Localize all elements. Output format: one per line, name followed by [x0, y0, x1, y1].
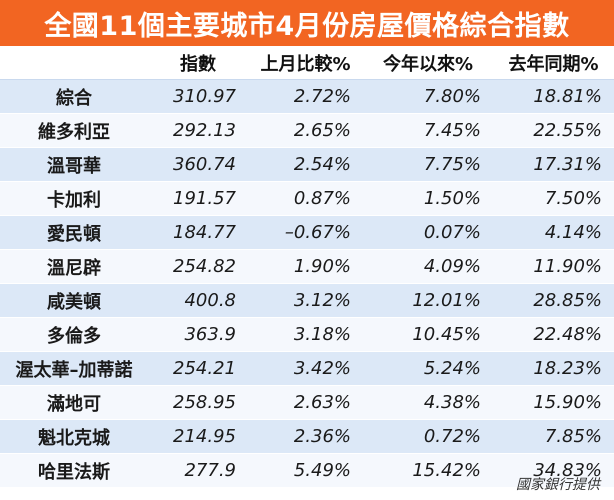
price-index-table: 指數 上月比較% 今年以來% 去年同期% 綜合 310.97 2.72% 7.8…	[0, 46, 614, 488]
header-yoy: 去年同期%	[493, 46, 614, 80]
city-name: 卡加利	[0, 181, 148, 216]
index-value: 254.82	[148, 249, 248, 284]
header-ytd: 今年以來%	[363, 46, 493, 80]
ytd-change: 7.80%	[363, 79, 493, 114]
mom-change: 2.54%	[248, 147, 363, 182]
table-row: 溫尼辟 254.82 1.90% 4.09% 11.90%	[0, 249, 614, 284]
index-value: 400.8	[148, 283, 248, 318]
table-row: 哈里法斯 277.9 5.49% 15.42% 34.83%	[0, 453, 614, 488]
index-value: 310.97	[148, 79, 248, 114]
mom-change: 2.36%	[248, 419, 363, 454]
header-mom: 上月比較%	[248, 46, 363, 80]
table-row: 溫哥華 360.74 2.54% 7.75% 17.31%	[0, 147, 614, 182]
mom-change: 2.72%	[248, 79, 363, 114]
mom-change: 2.65%	[248, 113, 363, 148]
table-row: 綜合 310.97 2.72% 7.80% 18.81%	[0, 79, 614, 114]
index-value: 184.77	[148, 215, 248, 250]
index-value: 258.95	[148, 385, 248, 420]
header-row: 指數 上月比較% 今年以來% 去年同期%	[0, 46, 614, 80]
yoy-change: 18.23%	[493, 351, 614, 386]
city-name: 哈里法斯	[0, 453, 148, 488]
ytd-change: 15.42%	[363, 453, 493, 488]
yoy-change: 18.81%	[493, 79, 614, 114]
mom-change: 3.12%	[248, 283, 363, 318]
city-name: 渥太華–加蒂諾	[0, 351, 148, 386]
yoy-change: 28.85%	[493, 283, 614, 318]
index-value: 363.9	[148, 317, 248, 352]
ytd-change: 4.09%	[363, 249, 493, 284]
table-row: 魁北克城 214.95 2.36% 0.72% 7.85%	[0, 419, 614, 454]
ytd-change: 7.45%	[363, 113, 493, 148]
yoy-change: 7.50%	[493, 181, 614, 216]
yoy-change: 17.31%	[493, 147, 614, 182]
ytd-change: 12.01%	[363, 283, 493, 318]
yoy-change: 34.83%	[493, 453, 614, 488]
city-name: 魁北克城	[0, 419, 148, 454]
title-bar: 全國11個主要城市4月份房屋價格綜合指數	[0, 0, 614, 46]
ytd-change: 0.72%	[363, 419, 493, 454]
ytd-change: 10.45%	[363, 317, 493, 352]
city-name: 咸美頓	[0, 283, 148, 318]
yoy-change: 4.14%	[493, 215, 614, 250]
ytd-change: 5.24%	[363, 351, 493, 386]
table-row: 卡加利 191.57 0.87% 1.50% 7.50%	[0, 181, 614, 216]
table-row: 滿地可 258.95 2.63% 4.38% 15.90%	[0, 385, 614, 420]
city-name: 溫尼辟	[0, 249, 148, 284]
mom-change: 3.42%	[248, 351, 363, 386]
table-row: 多倫多 363.9 3.18% 10.45% 22.48%	[0, 317, 614, 352]
table-row: 渥太華–加蒂諾 254.21 3.42% 5.24% 18.23%	[0, 351, 614, 386]
yoy-change: 11.90%	[493, 249, 614, 284]
mom-change: 2.63%	[248, 385, 363, 420]
mom-change: 1.90%	[248, 249, 363, 284]
index-value: 360.74	[148, 147, 248, 182]
ytd-change: 7.75%	[363, 147, 493, 182]
table-row: 咸美頓 400.8 3.12% 12.01% 28.85%	[0, 283, 614, 318]
city-name: 愛民頓	[0, 215, 148, 250]
table-row: 維多利亞 292.13 2.65% 7.45% 22.55%	[0, 113, 614, 148]
source-credit: 國家銀行提供	[516, 477, 600, 493]
index-value: 214.95	[148, 419, 248, 454]
ytd-change: 4.38%	[363, 385, 493, 420]
yoy-change: 22.48%	[493, 317, 614, 352]
city-name: 多倫多	[0, 317, 148, 352]
table-row: 愛民頓 184.77 –0.67% 0.07% 4.14%	[0, 215, 614, 250]
mom-change: 0.87%	[248, 181, 363, 216]
yoy-change: 7.85%	[493, 419, 614, 454]
table-title: 全國11個主要城市4月份房屋價格綜合指數	[44, 10, 570, 42]
mom-change: 5.49%	[248, 453, 363, 488]
yoy-change: 15.90%	[493, 385, 614, 420]
ytd-change: 0.07%	[363, 215, 493, 250]
index-value: 191.57	[148, 181, 248, 216]
index-value: 254.21	[148, 351, 248, 386]
city-name: 滿地可	[0, 385, 148, 420]
city-name: 溫哥華	[0, 147, 148, 182]
ytd-change: 1.50%	[363, 181, 493, 216]
mom-change: –0.67%	[248, 215, 363, 250]
index-value: 292.13	[148, 113, 248, 148]
yoy-change: 22.55%	[493, 113, 614, 148]
header-city	[0, 46, 148, 80]
city-name: 維多利亞	[0, 113, 148, 148]
city-name: 綜合	[0, 79, 148, 114]
header-index: 指數	[148, 46, 248, 80]
index-value: 277.9	[148, 453, 248, 488]
mom-change: 3.18%	[248, 317, 363, 352]
